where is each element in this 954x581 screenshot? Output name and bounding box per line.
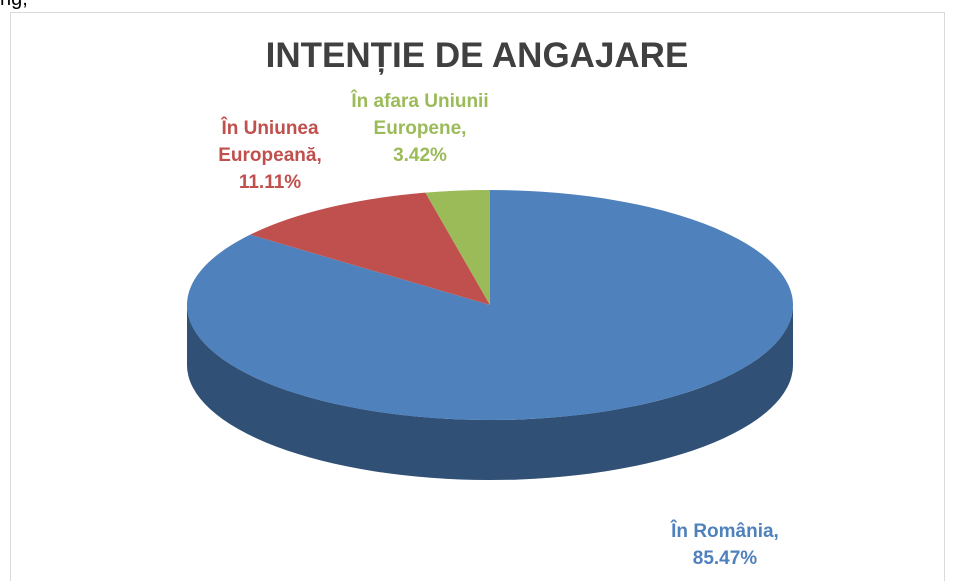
pie-slice <box>425 190 490 305</box>
label-value: 11.11% <box>238 172 302 193</box>
pie-slice <box>250 192 490 305</box>
chart-frame <box>10 12 945 581</box>
data-label: În România, 85.47% <box>625 518 825 572</box>
document-fragment: ng, <box>0 0 28 11</box>
label-category: În România, <box>671 521 779 542</box>
label-category: În Uniunea Europeană, <box>218 118 322 166</box>
label-category: În afara Uniunii Europene, <box>351 91 489 139</box>
data-label: În Uniunea Europeană, 11.11% <box>195 115 345 196</box>
chart-title: INTENȚIE DE ANGAJARE <box>265 36 689 75</box>
pie-side-shade <box>187 305 793 480</box>
label-value: 85.47% <box>692 548 758 569</box>
pie-side <box>187 305 793 480</box>
data-label: În afara Uniunii Europene, 3.42% <box>335 88 505 169</box>
label-value: 3.42% <box>393 145 447 166</box>
